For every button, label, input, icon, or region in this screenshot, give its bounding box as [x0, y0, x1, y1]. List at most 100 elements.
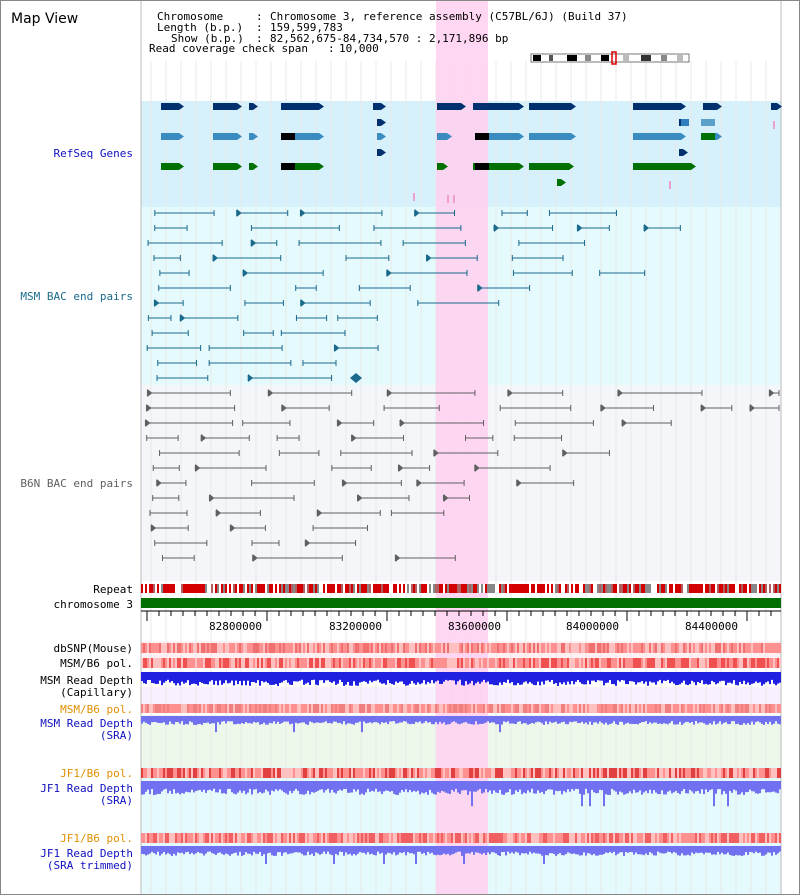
track-label-msm-b6-pol[interactable]: MSM/B6 pol.	[60, 657, 133, 670]
polymorphism-cell	[167, 704, 169, 713]
read-depth-bar	[469, 716, 471, 724]
polymorphism-cell	[441, 768, 443, 778]
gene-marker	[773, 121, 775, 129]
read-depth-bar	[337, 672, 339, 684]
track-label-b6n-bac[interactable]: B6N BAC end pairs	[20, 477, 133, 490]
track-label-msm-depth-sra[interactable]: MSM Read Depth	[40, 717, 133, 730]
track-label-jf1-depth-sra[interactable]: JF1 Read Depth	[40, 782, 133, 795]
read-depth-bar	[413, 716, 415, 725]
polymorphism-cell	[515, 643, 517, 653]
read-depth-bar	[431, 716, 433, 725]
track-label-jf1-pol[interactable]: JF1/B6 pol.	[60, 767, 133, 780]
polymorphism-cell	[189, 833, 191, 843]
read-depth-bar	[191, 716, 193, 723]
polymorphism-cell	[211, 704, 213, 713]
polymorphism-cell	[433, 658, 435, 668]
polymorphism-cell	[293, 658, 295, 668]
read-depth-bar	[681, 781, 683, 792]
polymorphism-cell	[609, 833, 611, 843]
read-depth-bar	[203, 716, 205, 723]
polymorphism-cell	[187, 833, 189, 843]
read-depth-bar	[383, 781, 385, 792]
polymorphism-cell	[381, 643, 383, 653]
read-depth-bar	[193, 672, 195, 684]
polymorphism-cell	[567, 704, 569, 713]
read-depth-bar	[157, 672, 159, 684]
track-label-jf1-depth-trimmed[interactable]: JF1 Read Depth	[40, 847, 133, 860]
polymorphism-cell	[487, 658, 489, 668]
polymorphism-cell	[213, 768, 215, 778]
polymorphism-cell	[319, 768, 321, 778]
read-depth-bar	[705, 672, 707, 684]
polymorphism-cell	[599, 658, 601, 668]
polymorphism-cell	[275, 643, 277, 653]
polymorphism-cell	[161, 704, 163, 713]
track-label-refseq-genes[interactable]: RefSeq Genes	[53, 147, 133, 160]
polymorphism-cell	[557, 658, 559, 668]
polymorphism-cell	[257, 768, 259, 778]
read-depth-bar	[409, 846, 411, 854]
polymorphism-cell	[387, 833, 389, 843]
repeat-segment	[329, 584, 331, 593]
polymorphism-cell	[407, 643, 409, 653]
read-depth-bar	[363, 781, 365, 795]
polymorphism-cell	[399, 643, 401, 653]
track-label-jf1-pol-2[interactable]: JF1/B6 pol.	[60, 832, 133, 845]
track-label-chromosome[interactable]: chromosome 3	[53, 598, 133, 611]
track-label-dbsnp[interactable]: dbSNP(Mouse)	[53, 642, 133, 655]
read-depth-bar	[283, 716, 285, 722]
read-depth-bar	[187, 672, 189, 681]
read-depth-bar	[689, 716, 691, 724]
repeat-segment	[597, 584, 599, 593]
repeat-segment	[287, 584, 289, 593]
track-label-msm-bac[interactable]: MSM BAC end pairs	[20, 290, 133, 303]
track-label-msm-depth-capillary[interactable]: MSM Read Depth	[40, 674, 133, 687]
polymorphism-cell	[695, 643, 697, 653]
track-label-repeat[interactable]: Repeat	[93, 583, 133, 596]
polymorphism-cell	[739, 658, 741, 668]
read-depth-bar	[579, 781, 581, 794]
polymorphism-cell	[443, 833, 445, 843]
read-depth-bar	[389, 846, 391, 854]
polymorphism-cell	[231, 658, 233, 668]
polymorphism-cell	[269, 658, 271, 668]
polymorphism-cell	[435, 658, 437, 668]
polymorphism-cell	[639, 643, 641, 653]
polymorphism-cell	[465, 643, 467, 653]
read-depth-bar	[313, 672, 315, 680]
polymorphism-cell	[293, 768, 295, 778]
polymorphism-cell	[609, 768, 611, 778]
polymorphism-cell	[647, 643, 649, 653]
polymorphism-cell	[225, 833, 227, 843]
read-depth-bar	[669, 781, 671, 791]
read-depth-bar	[501, 846, 503, 853]
repeat-segment	[323, 584, 325, 593]
read-depth-bar	[559, 672, 561, 683]
polymorphism-cell	[347, 768, 349, 778]
refseq-gene	[161, 163, 179, 170]
read-depth-bar	[513, 672, 515, 686]
polymorphism-cell	[563, 833, 565, 843]
read-depth-bar	[587, 716, 589, 725]
polymorphism-cell	[615, 704, 617, 713]
polymorphism-cell	[657, 643, 659, 653]
polymorphism-cell	[429, 658, 431, 668]
read-depth-bar	[681, 716, 683, 725]
read-depth-bar	[141, 846, 143, 854]
read-depth-bar	[715, 716, 717, 725]
polymorphism-cell	[589, 643, 591, 653]
track-label-msm-b6-pol-sra[interactable]: MSM/B6 pol.	[60, 703, 133, 716]
polymorphism-cell	[411, 658, 413, 668]
read-depth-bar	[589, 846, 591, 854]
polymorphism-cell	[689, 658, 691, 668]
polymorphism-cell	[613, 643, 615, 653]
read-depth-bar	[421, 716, 423, 724]
read-depth-bar	[757, 781, 759, 794]
polymorphism-cell	[477, 643, 479, 653]
read-depth-bar	[497, 716, 499, 725]
read-depth-bar	[525, 781, 527, 794]
polymorphism-cell	[325, 643, 327, 653]
read-depth-bar	[685, 846, 687, 856]
read-depth-bar	[177, 672, 179, 684]
